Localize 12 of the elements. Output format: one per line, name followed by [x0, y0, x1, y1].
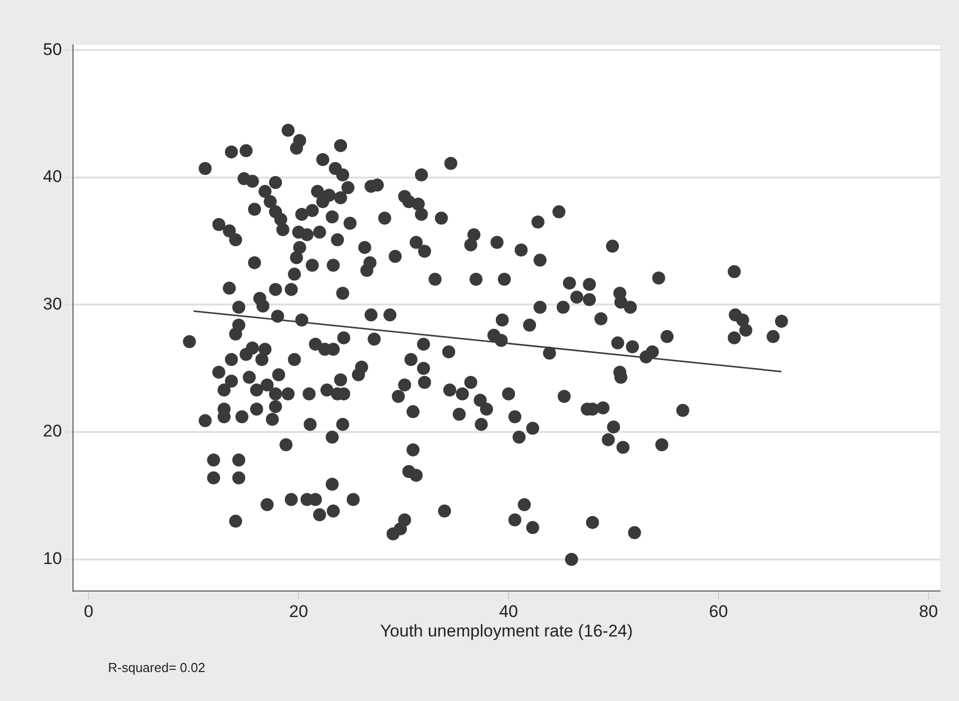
- y-tick-label: 50: [42, 40, 62, 59]
- text: R-squared= 0.02: [108, 660, 206, 675]
- y-tick-label: 20: [42, 422, 62, 441]
- y-tick-label: 30: [42, 294, 62, 314]
- x-tick-label: 20: [289, 602, 308, 622]
- y-tick-label: 40: [42, 167, 62, 186]
- x-tick-label: 0: [84, 602, 94, 622]
- y-tick-label: 10: [42, 549, 62, 568]
- x-tick-label: 60: [709, 602, 728, 622]
- x-axis-title: Youth unemployment rate (16-24): [380, 621, 633, 640]
- x-tick-label: 80: [918, 602, 938, 622]
- x-tick-label: 40: [499, 602, 518, 622]
